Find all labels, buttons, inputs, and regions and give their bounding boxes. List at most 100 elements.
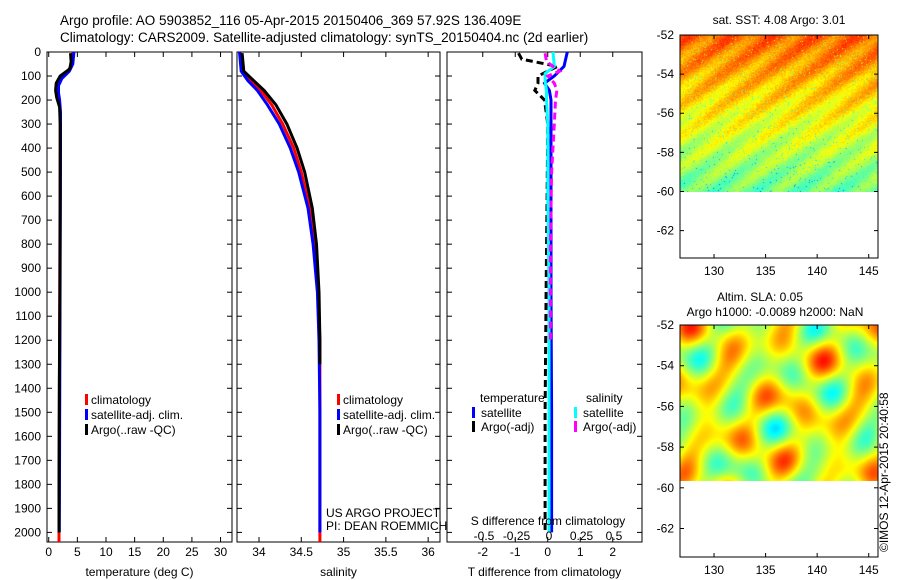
- legend-label: Argo(..raw -QC): [343, 423, 428, 437]
- x-axis-label: temperature (deg C): [85, 565, 193, 579]
- sst-map-image: [680, 35, 878, 192]
- y-tick-label: 0: [34, 45, 41, 59]
- x-tick-label: 140: [807, 563, 827, 577]
- series-line-argo-raw-qc-: [240, 53, 322, 365]
- legend-swatch: [85, 424, 88, 435]
- x-tick-label: 30: [214, 545, 228, 559]
- y-tick-label: 900: [21, 261, 41, 275]
- s-diff-tick-label: 0: [546, 529, 553, 543]
- y-tick-label: 1100: [15, 309, 41, 323]
- x-tick-label: 140: [807, 264, 827, 278]
- s-diff-tick-label: 0.5: [606, 529, 623, 543]
- x-tick-label: 130: [704, 563, 724, 577]
- legend-label: satellite: [583, 406, 624, 420]
- x-axis-label: T difference from climatology: [468, 565, 622, 579]
- y-tick-label: -62: [657, 522, 675, 536]
- y-tick-label: 1500: [14, 405, 41, 419]
- y-tick-label: 200: [21, 93, 41, 107]
- y-tick-label: 700: [21, 213, 41, 227]
- title-line-2: Climatology: CARS2009. Satellite-adjuste…: [60, 30, 588, 45]
- x-tick-label: 20: [157, 545, 171, 559]
- x-tick-label: 36: [421, 545, 435, 559]
- x-tick-label: -1: [510, 545, 521, 559]
- pi-text: PI: DEAN ROEMMICH: [326, 519, 447, 533]
- y-tick-label: 800: [21, 237, 41, 251]
- series-line-s-satellite: [543, 51, 556, 533]
- sst-map-title: sat. SST: 4.08 Argo: 3.01: [713, 13, 846, 27]
- sla-map-title-2: Argo h1000: -0.0089 h2000: NaN: [687, 305, 864, 319]
- x-tick-label: 2: [609, 545, 616, 559]
- sla-map-image: [680, 325, 878, 481]
- x-tick-label: 0: [45, 545, 52, 559]
- y-tick-label: -60: [657, 184, 675, 198]
- legend-label: Argo(-adj): [583, 420, 636, 434]
- y-tick-label: 1800: [14, 477, 41, 491]
- sla-map-axes-box: [679, 324, 879, 558]
- x-tick-label: 10: [99, 545, 113, 559]
- y-tick-label: -52: [657, 28, 675, 42]
- y-tick-label: 600: [21, 189, 41, 203]
- y-tick-label: -54: [657, 67, 675, 81]
- legend-swatch: [337, 424, 340, 435]
- legend-header-salinity: salinity: [586, 391, 623, 405]
- x-axis-label: salinity: [320, 565, 357, 579]
- y-tick-label: 2000: [14, 525, 41, 539]
- title-line-1: Argo profile: AO 5903852_116 05-Apr-2015…: [60, 13, 521, 28]
- y-tick-label: -52: [657, 318, 675, 332]
- s-diff-axis-label: S difference from climatology: [471, 514, 626, 528]
- y-tick-label: 1200: [14, 333, 41, 347]
- x-tick-label: 35: [337, 545, 351, 559]
- x-tick-label: 135: [756, 563, 776, 577]
- legend-swatch: [85, 409, 88, 420]
- legend-label: Argo(-adj): [481, 420, 534, 434]
- legend-swatch: [337, 394, 340, 405]
- s-diff-tick-label: -0.5: [474, 529, 495, 543]
- x-tick-label: 15: [128, 545, 142, 559]
- x-tick-label: 34: [252, 545, 266, 559]
- x-tick-label: 145: [859, 563, 879, 577]
- x-tick-label: 135: [756, 264, 776, 278]
- y-tick-label: -56: [657, 106, 675, 120]
- sst-map-axes-box: [679, 34, 879, 259]
- x-tick-label: 34.5: [290, 545, 314, 559]
- y-tick-label: 1300: [14, 357, 41, 371]
- legend-swatch: [337, 409, 340, 420]
- temperature-axes-box: [46, 51, 233, 543]
- legend-header-temperature: temperature: [480, 391, 545, 405]
- y-tick-label: 500: [21, 165, 41, 179]
- y-tick-label: 1900: [14, 501, 41, 515]
- legend-label: climatology: [91, 393, 151, 407]
- y-tick-label: 1700: [14, 453, 41, 467]
- legend-swatch: [85, 394, 88, 405]
- legend-label: Argo(..raw -QC): [91, 423, 176, 437]
- x-tick-label: 35.5: [374, 545, 398, 559]
- x-tick-label: 145: [859, 264, 879, 278]
- y-tick-label: 300: [21, 117, 41, 131]
- y-tick-label: -54: [657, 359, 675, 373]
- x-tick-label: 1: [577, 545, 584, 559]
- x-tick-label: 130: [704, 264, 724, 278]
- legend-label: satellite: [481, 406, 522, 420]
- y-tick-label: -62: [657, 224, 675, 238]
- legend-label: climatology: [343, 393, 403, 407]
- x-tick-label: -2: [477, 545, 488, 559]
- s-diff-tick-label: -0.25: [503, 529, 531, 543]
- y-tick-label: 1400: [14, 381, 41, 395]
- sla-map-title-1: Altim. SLA: 0.05: [717, 290, 803, 304]
- y-tick-label: 1600: [14, 429, 41, 443]
- y-tick-label: 100: [21, 69, 41, 83]
- series-line-s-argo-adj-: [543, 52, 563, 341]
- legend-label: satellite-adj. clim.: [343, 408, 435, 422]
- x-tick-label: 5: [74, 545, 81, 559]
- y-tick-label: 1000: [14, 285, 41, 299]
- legend-swatch: [472, 421, 475, 432]
- legend-swatch: [472, 407, 475, 418]
- watermark: ©IMOS 12-Apr-2015 20:40:58: [877, 392, 891, 552]
- legend-swatch: [574, 407, 577, 418]
- y-tick-label: -58: [657, 440, 675, 454]
- salinity-axes-box: [236, 51, 441, 543]
- legend-swatch: [574, 421, 577, 432]
- series-line-argo-raw-qc-: [54, 53, 73, 533]
- project-text: US ARGO PROJECT: [326, 506, 441, 520]
